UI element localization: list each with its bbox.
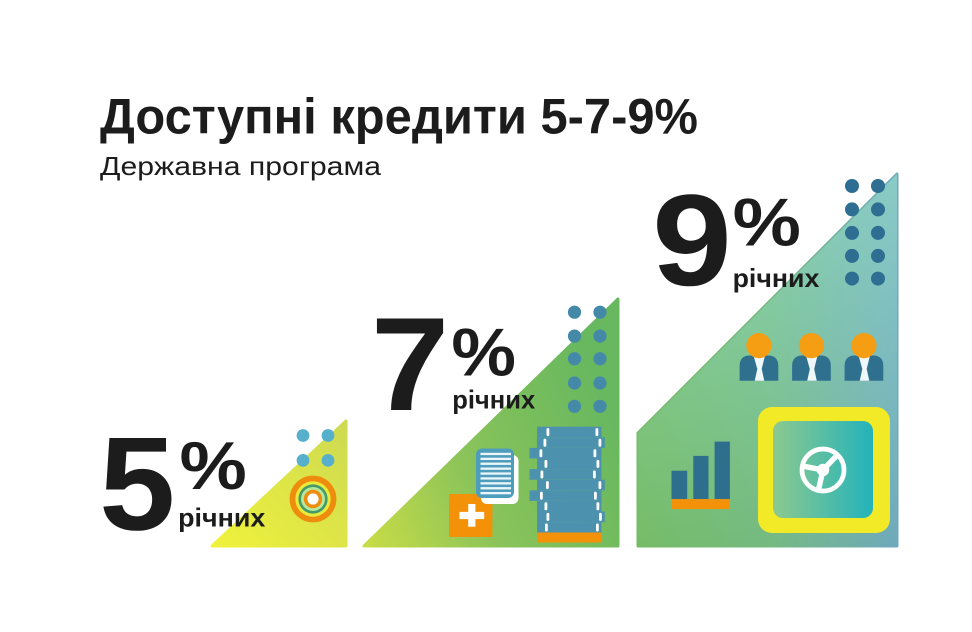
svg-text:Державна програма: Державна програма [100,151,382,181]
svg-text:річних: річних [178,503,266,533]
svg-text:Доступні кредити 5-7-9%: Доступні кредити 5-7-9% [100,88,698,144]
svg-text:5: 5 [99,411,175,559]
svg-text:%: % [733,186,801,261]
svg-text:річних: річних [452,385,536,415]
svg-text:9: 9 [652,167,732,313]
svg-text:річних: річних [733,263,820,293]
svg-text:7: 7 [371,291,449,439]
svg-text:%: % [451,316,516,391]
svg-text:%: % [180,429,247,504]
